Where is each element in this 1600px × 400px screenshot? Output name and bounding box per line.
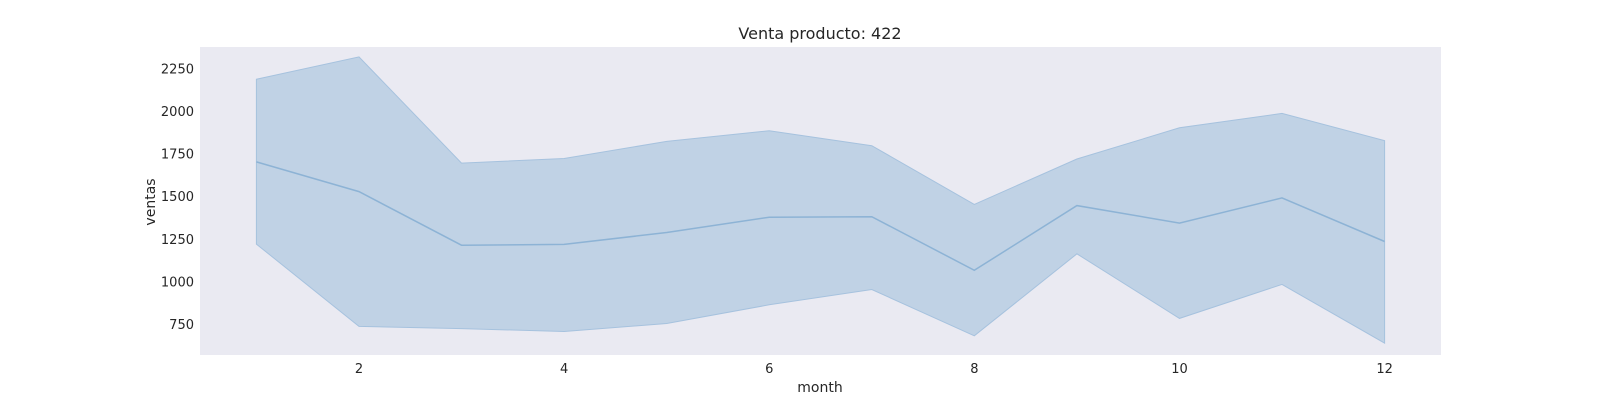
x-tick-label: 12 <box>1376 362 1393 377</box>
y-tick-label: 1250 <box>161 233 194 248</box>
mean-line <box>256 161 1385 272</box>
x-tick-label: 8 <box>970 362 978 377</box>
chart-title: Venta producto: 422 <box>738 24 901 43</box>
confidence-band-group <box>255 56 1386 344</box>
x-tick-label: 4 <box>560 362 568 377</box>
y-tick-label: 1750 <box>161 148 194 163</box>
y-axis-ticks: 750 1000 1250 1500 1750 2000 2250 <box>161 63 194 333</box>
y-tick-label: 1500 <box>161 190 194 205</box>
x-axis-ticks: 2 4 6 8 10 12 <box>355 362 1393 377</box>
x-tick-label: 2 <box>355 362 363 377</box>
x-tick-label: 6 <box>765 362 773 377</box>
x-tick-label: 10 <box>1171 362 1188 377</box>
y-axis-label: ventas <box>143 178 159 225</box>
y-tick-label: 2250 <box>161 63 194 78</box>
y-tick-label: 2000 <box>161 105 194 120</box>
y-tick-label: 1000 <box>161 275 194 290</box>
confidence-band <box>255 56 1386 344</box>
x-axis-label: month <box>797 380 842 396</box>
y-tick-label: 750 <box>169 318 194 333</box>
